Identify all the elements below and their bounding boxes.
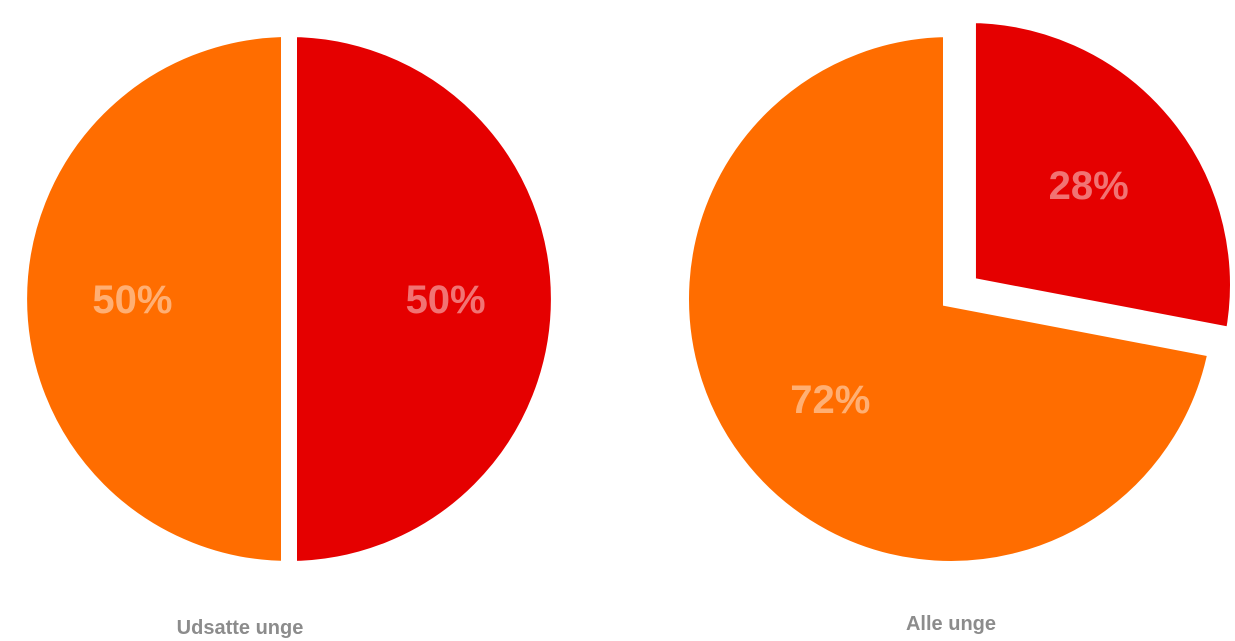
pie-slice-label-1-1: 72% (790, 378, 870, 422)
pie-slice-label-0-1: 50% (92, 278, 172, 322)
pie-title-alle-unge: Alle unge (906, 613, 996, 635)
pie-slice-1-1 (673, 20, 1226, 577)
pie-slice-0-0 (281, 20, 567, 578)
pie-chart-udsatte-unge: 50% 50% (11, 20, 567, 578)
pie-slice-1-0 (959, 6, 1235, 345)
pie-slice-0-1 (11, 20, 297, 578)
pie-title-udsatte-unge: Udsatte unge (177, 617, 304, 639)
pie-slice-label-1-0: 28% (1049, 164, 1129, 208)
pie-slice-label-0-0: 50% (406, 278, 486, 322)
pie-chart-alle-unge: 28% 72% (673, 6, 1235, 577)
